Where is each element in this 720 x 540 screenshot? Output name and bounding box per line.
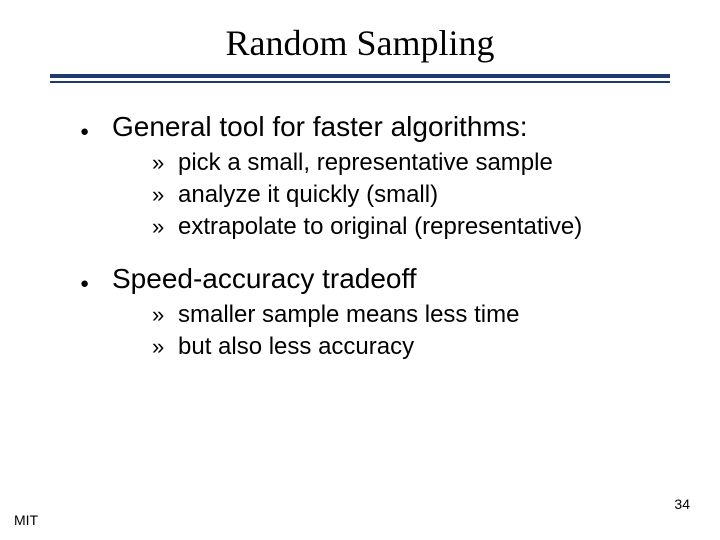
- bullet-text: extrapolate to original (representative): [178, 213, 582, 241]
- sub-bullet-group: » pick a small, representative sample » …: [152, 149, 660, 241]
- bullet-level2: » but also less accuracy: [152, 333, 660, 361]
- footer-left: MIT: [14, 512, 38, 528]
- slide-title: Random Sampling: [50, 22, 670, 64]
- bullet-text: pick a small, representative sample: [178, 149, 553, 177]
- bullet-text: smaller sample means less time: [178, 301, 519, 329]
- slide: Random Sampling ● General tool for faste…: [0, 0, 720, 540]
- bullet-text: analyze it quickly (small): [178, 181, 438, 209]
- slide-number: 34: [674, 496, 690, 512]
- bullet-level2: » extrapolate to original (representativ…: [152, 213, 660, 241]
- slide-body: ● General tool for faster algorithms: » …: [50, 83, 670, 361]
- bullet-level1: ● Speed-accuracy tradeoff: [80, 263, 660, 295]
- bullet-text: but also less accuracy: [178, 333, 414, 361]
- chevron-icon: »: [152, 302, 178, 328]
- bullet-level2: » pick a small, representative sample: [152, 149, 660, 177]
- chevron-icon: »: [152, 182, 178, 208]
- chevron-icon: »: [152, 214, 178, 240]
- bullet-dot-icon: ●: [80, 276, 112, 291]
- bullet-text: General tool for faster algorithms:: [112, 111, 528, 143]
- bullet-text: Speed-accuracy tradeoff: [112, 263, 417, 295]
- bullet-level2: » analyze it quickly (small): [152, 181, 660, 209]
- chevron-icon: »: [152, 150, 178, 176]
- bullet-level1: ● General tool for faster algorithms:: [80, 111, 660, 143]
- bullet-level2: » smaller sample means less time: [152, 301, 660, 329]
- title-rule-top: [50, 74, 670, 78]
- chevron-icon: »: [152, 334, 178, 360]
- bullet-dot-icon: ●: [80, 124, 112, 139]
- sub-bullet-group: » smaller sample means less time » but a…: [152, 301, 660, 361]
